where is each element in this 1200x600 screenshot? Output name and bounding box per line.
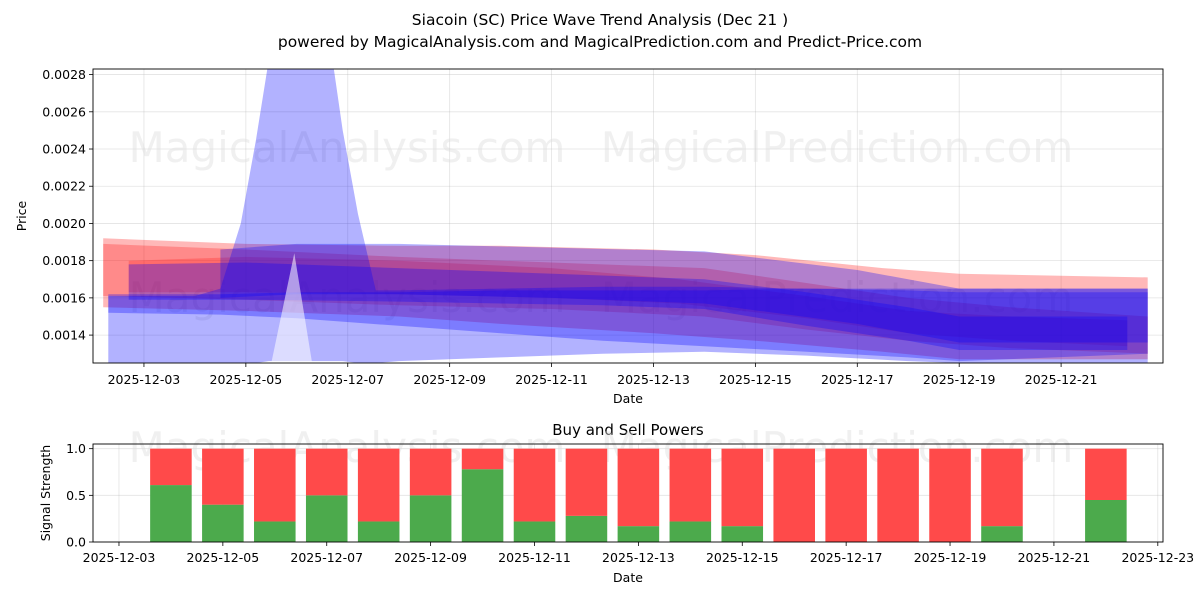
price-y-axis-label: Price bbox=[14, 200, 29, 231]
sell-bar-2025-12-06 bbox=[254, 448, 296, 522]
sell-bar-2025-12-09 bbox=[409, 448, 452, 496]
price-plot-frame bbox=[92, 68, 1164, 364]
signal-y-tick-label-1: 0.5 bbox=[66, 488, 86, 503]
signal-x-tick-label-10: 2025-12-23 bbox=[1121, 550, 1194, 565]
chart-subtitle: powered by MagicalAnalysis.com and Magic… bbox=[278, 33, 922, 51]
wave-band-0 bbox=[103, 238, 1148, 360]
buy-bar-2025-12-10 bbox=[461, 469, 504, 542]
sell-bar-2025-12-22 bbox=[1085, 448, 1127, 500]
signal-x-tick-label-7: 2025-12-17 bbox=[810, 550, 883, 565]
price-y-tick-label-0: 0.0014 bbox=[42, 328, 86, 343]
price-x-ticks: 2025-12-03 2025-12-05 2025-12-07 2025-12-09… bbox=[108, 363, 1098, 387]
price-y-ticks: 0.0014 0.0016 0.0018 0.0020 0.0022 0.0024 0.00… bbox=[42, 67, 93, 343]
price-y-tick-label-1: 0.0016 bbox=[42, 290, 86, 305]
sell-bar-2025-12-12 bbox=[565, 448, 608, 516]
price-x-tick-label-7: 2025-12-17 bbox=[821, 372, 894, 387]
sell-bar-2025-12-05 bbox=[202, 448, 244, 505]
signal-x-tick-label-5: 2025-12-13 bbox=[602, 550, 675, 565]
sell-bar-2025-12-17 bbox=[825, 448, 867, 542]
signal-x-axis-label: Date bbox=[613, 570, 643, 585]
buy-bar-2025-12-07 bbox=[305, 495, 348, 542]
price-x-tick-label-4: 2025-12-11 bbox=[515, 372, 588, 387]
sell-bar-2025-12-10 bbox=[461, 448, 504, 470]
price-x-tick-label-1: 2025-12-05 bbox=[210, 372, 283, 387]
price-y-tick-label-6: 0.0026 bbox=[42, 104, 86, 119]
wave-band-notch-6 bbox=[271, 253, 313, 363]
sell-bar-2025-12-04 bbox=[150, 448, 192, 486]
price-gridlines bbox=[93, 69, 1163, 363]
price-x-tick-label-6: 2025-12-15 bbox=[719, 372, 792, 387]
signal-x-tick-label-9: 2025-12-21 bbox=[1018, 550, 1091, 565]
sell-bar-2025-12-18 bbox=[877, 448, 919, 542]
watermark-magicalprediction-mid: MagicalPrediction.com bbox=[601, 273, 1074, 322]
price-wave-bands bbox=[103, 69, 1148, 363]
price-x-tick-label-0: 2025-12-03 bbox=[108, 372, 181, 387]
buy-sell-bars bbox=[150, 448, 1127, 542]
buy-bar-2025-12-14 bbox=[669, 521, 712, 542]
wave-band-6 bbox=[108, 69, 1148, 363]
price-y-tick-label-7: 0.0028 bbox=[42, 67, 86, 82]
buy-bar-2025-12-06 bbox=[254, 521, 296, 542]
price-x-tick-label-5: 2025-12-13 bbox=[617, 372, 690, 387]
buy-bar-2025-12-05 bbox=[202, 504, 244, 542]
signal-y-tick-label-2: 1.0 bbox=[66, 441, 86, 456]
wave-band-2 bbox=[128, 256, 1128, 347]
price-x-tick-label-8: 2025-12-19 bbox=[923, 372, 996, 387]
signal-x-tick-label-3: 2025-12-09 bbox=[394, 550, 467, 565]
buy-bar-2025-12-15 bbox=[721, 526, 764, 542]
price-x-tick-label-3: 2025-12-09 bbox=[413, 372, 486, 387]
signal-x-tick-label-4: 2025-12-11 bbox=[498, 550, 571, 565]
buy-bar-2025-12-08 bbox=[357, 521, 400, 542]
signal-x-tick-label-6: 2025-12-15 bbox=[706, 550, 779, 565]
price-y-tick-label-3: 0.0020 bbox=[42, 216, 86, 231]
wave-band-5 bbox=[220, 243, 1148, 343]
price-x-tick-label-2: 2025-12-07 bbox=[311, 372, 384, 387]
buy-bar-2025-12-22 bbox=[1085, 500, 1127, 542]
sell-bar-2025-12-19 bbox=[929, 448, 971, 542]
price-y-tick-label-2: 0.0018 bbox=[42, 253, 86, 268]
buy-bar-2025-12-09 bbox=[409, 495, 452, 542]
sell-bar-2025-12-08 bbox=[357, 448, 400, 522]
watermark-magicalprediction-top: MagicalPrediction.com bbox=[601, 123, 1074, 172]
sell-bar-2025-12-13 bbox=[617, 448, 660, 527]
watermark-magicalanalysis-mid: MagicalAnalysis.com bbox=[129, 273, 566, 322]
bar-chart-title: Buy and Sell Powers bbox=[552, 421, 704, 439]
chart-title: Siacoin (SC) Price Wave Trend Analysis (… bbox=[412, 11, 788, 29]
buy-bar-2025-12-11 bbox=[513, 521, 556, 542]
price-x-tick-label-9: 2025-12-21 bbox=[1025, 372, 1098, 387]
buy-bar-2025-12-13 bbox=[617, 526, 660, 542]
buy-bar-2025-12-04 bbox=[150, 485, 192, 542]
signal-y-tick-label-0: 0.0 bbox=[66, 535, 86, 550]
sell-bar-2025-12-14 bbox=[669, 448, 712, 522]
sell-bar-2025-12-11 bbox=[513, 448, 556, 522]
signal-plot-frame bbox=[92, 443, 1164, 543]
sell-bar-2025-12-15 bbox=[721, 448, 764, 527]
price-x-axis-label: Date bbox=[613, 391, 643, 406]
buy-bar-2025-12-20 bbox=[981, 526, 1023, 542]
wave-band-3 bbox=[108, 288, 1148, 362]
signal-x-tick-label-2: 2025-12-07 bbox=[290, 550, 363, 565]
signal-x-tick-label-0: 2025-12-03 bbox=[83, 550, 156, 565]
signal-x-tick-label-1: 2025-12-05 bbox=[187, 550, 260, 565]
watermark-magicalanalysis-top: MagicalAnalysis.com bbox=[129, 123, 566, 172]
buy-bar-2025-12-12 bbox=[565, 515, 608, 542]
sell-bar-2025-12-07 bbox=[305, 448, 348, 496]
wave-band-4 bbox=[128, 262, 1128, 350]
wave-band-1 bbox=[103, 243, 1148, 354]
signal-x-tick-label-8: 2025-12-19 bbox=[914, 550, 987, 565]
price-y-tick-label-4: 0.0022 bbox=[42, 179, 86, 194]
sell-bar-2025-12-20 bbox=[981, 448, 1023, 527]
signal-y-ticks: 0.0 0.5 1.0 bbox=[66, 441, 93, 550]
price-y-tick-label-5: 0.0024 bbox=[42, 142, 86, 157]
signal-y-axis-label: Signal Strength bbox=[38, 445, 53, 541]
signal-x-ticks: 2025-12-03 2025-12-05 2025-12-07 2025-12-09… bbox=[83, 542, 1194, 565]
sell-bar-2025-12-16 bbox=[773, 448, 815, 542]
